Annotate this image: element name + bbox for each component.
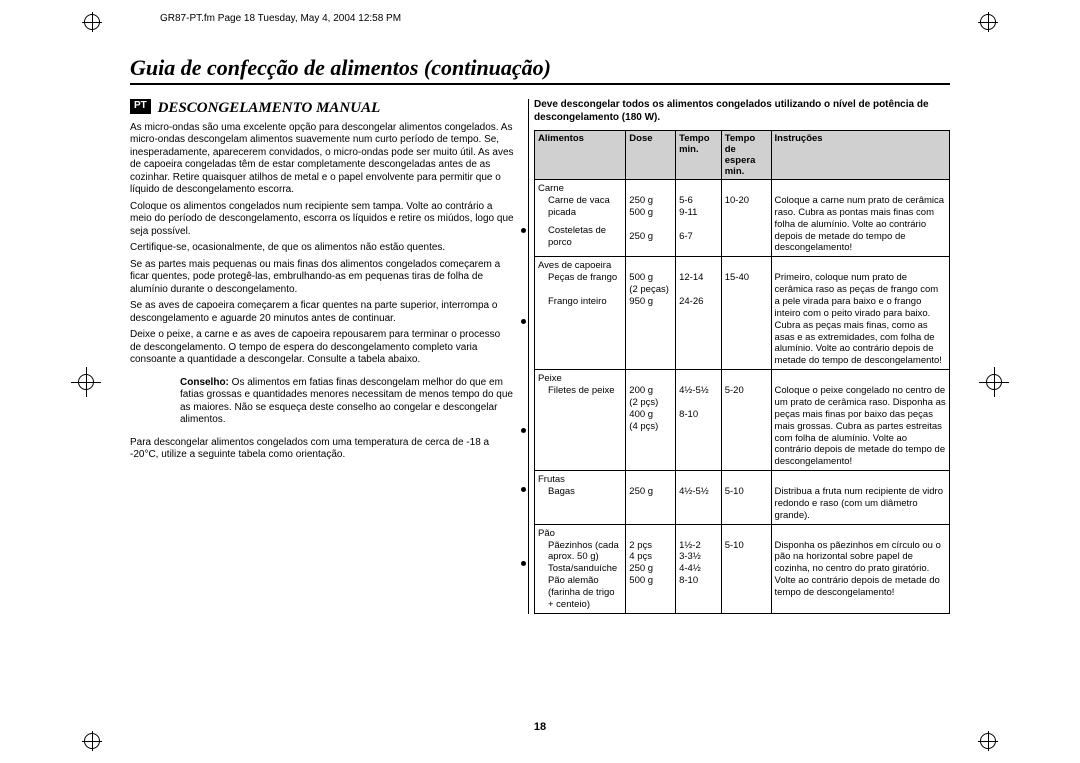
instr-cell: Primeiro, coloque num prato de cerâmica … — [775, 272, 942, 366]
table-row: Peixe Filetes de peixe 200 g (2 pçs) 400… — [535, 370, 950, 471]
th-instr: Instruções — [771, 131, 949, 180]
table-row: Pão Pãezinhos (cada aprox. 50 g) Tosta/s… — [535, 524, 950, 613]
dose-cell: 250 g — [629, 486, 653, 497]
crop-mark-left — [78, 374, 94, 390]
bullet-icon — [521, 319, 526, 324]
crop-mark-br — [976, 729, 1000, 753]
para-7: Para descongelar alimentos congelados co… — [130, 437, 514, 462]
bullet-icon — [521, 487, 526, 492]
wait-cell: 5-10 — [725, 540, 744, 551]
food-item: Filetes de peixe — [538, 385, 622, 397]
wait-cell: 15-40 — [725, 272, 749, 283]
time-cell: 4½-5½ 8-10 — [679, 385, 709, 420]
food-item: Costeletas de porco — [538, 225, 622, 249]
section-heading: DESCONGELAMENTO MANUAL — [158, 100, 381, 116]
food-item: Carne de vaca picada — [538, 195, 622, 219]
cat-label: Frutas — [538, 474, 565, 485]
food-item: Frango inteiro — [538, 296, 622, 308]
tip-label: Conselho: — [180, 377, 229, 388]
lang-badge: PT — [130, 99, 151, 114]
bullet-icon — [521, 561, 526, 566]
cat-label: Aves de capoeira — [538, 260, 611, 271]
crop-mark-tl — [80, 10, 104, 34]
bullet-icon — [521, 228, 526, 233]
tip-block: Conselho: Os alimentos em fatias finas d… — [180, 377, 514, 427]
table-header-row: Alimentos Dose Tempo min. Tempo de esper… — [535, 131, 950, 180]
page-number: 18 — [534, 721, 546, 733]
time-cell: 12-14 — [679, 272, 703, 283]
dose-cell: 2 pçs 4 pçs — [629, 540, 652, 563]
para-5: Se as aves de capoeira começarem a ficar… — [130, 300, 514, 325]
crop-mark-bl — [80, 729, 104, 753]
instr-cell: Distribua a fruta num recipiente de vidr… — [775, 486, 943, 521]
instr-cell: Disponha os pãezinhos em círculo ou o pã… — [775, 540, 941, 599]
dose-cell: 250 g 500 g — [629, 195, 653, 218]
right-intro: Deve descongelar todos os alimentos cong… — [534, 99, 950, 124]
table-row: Frutas Bagas 250 g 4½-5½ 5-10 Distribua … — [535, 471, 950, 525]
para-6: Deixe o peixe, a carne e as aves de capo… — [130, 329, 514, 367]
time-cell: 6-7 — [679, 231, 693, 242]
table-row: Carne Carne de vaca picada Costeletas de… — [535, 180, 950, 257]
para-3: Certifique-se, ocasionalmente, de que os… — [130, 242, 514, 255]
para-1: As micro-ondas são uma excelente opção p… — [130, 122, 514, 197]
instr-cell: Coloque o peixe congelado no centro de u… — [775, 385, 946, 467]
bullet-icon — [521, 428, 526, 433]
crop-mark-right — [986, 374, 1002, 390]
food-item: Tosta/sanduíche — [538, 563, 622, 575]
dose-cell: 200 g (2 pçs) 400 g (4 pçs) — [629, 385, 658, 432]
table-row: Aves de capoeira Peças de frango Frango … — [535, 257, 950, 370]
wait-cell: 5-20 — [725, 385, 744, 396]
wait-cell: 10-20 — [725, 195, 749, 206]
food-item: Pão alemão (farinha de trigo + centeio) — [538, 575, 622, 611]
time-cell: 8-10 — [679, 575, 698, 586]
th-food: Alimentos — [535, 131, 626, 180]
food-item: Peças de frango — [538, 272, 622, 284]
main-title: Guia de confecção de alimentos (continua… — [130, 55, 950, 85]
dose-cell: 250 g — [629, 231, 653, 242]
page-content: Guia de confecção de alimentos (continua… — [130, 55, 950, 733]
column-divider — [528, 99, 529, 614]
defrost-table: Alimentos Dose Tempo min. Tempo de esper… — [534, 130, 950, 614]
food-item: Bagas — [538, 486, 622, 498]
left-column: PT DESCONGELAMENTO MANUAL As micro-ondas… — [130, 99, 514, 614]
th-time: Tempo min. — [676, 131, 722, 180]
para-2: Coloque os alimentos congelados num reci… — [130, 201, 514, 239]
th-dose: Dose — [626, 131, 676, 180]
para-4: Se as partes mais pequenas ou mais finas… — [130, 259, 514, 297]
wait-cell: 5-10 — [725, 486, 744, 497]
time-cell: 24-26 — [679, 296, 703, 307]
food-item: Pãezinhos (cada aprox. 50 g) — [538, 540, 622, 564]
dose-cell: 500 g — [629, 575, 653, 586]
cat-label: Peixe — [538, 373, 562, 384]
dose-cell: 500 g (2 peças) — [629, 272, 669, 295]
time-cell: 4-4½ — [679, 563, 701, 574]
crop-mark-tr — [976, 10, 1000, 34]
dose-cell: 250 g — [629, 563, 653, 574]
th-wait: Tempo de espera min. — [721, 131, 771, 180]
right-column: Deve descongelar todos os alimentos cong… — [534, 99, 950, 614]
instr-cell: Coloque a carne num prato de cerâmica ra… — [775, 195, 945, 254]
header-meta: GR87-PT.fm Page 18 Tuesday, May 4, 2004 … — [160, 13, 401, 24]
cat-label: Pão — [538, 528, 555, 539]
tip-text: Os alimentos em fatias finas descongelam… — [180, 377, 513, 426]
time-cell: 4½-5½ — [679, 486, 709, 497]
time-cell: 1½-2 3-3½ — [679, 540, 701, 563]
time-cell: 5-6 9-11 — [679, 195, 697, 218]
cat-label: Carne — [538, 183, 564, 194]
dose-cell: 950 g — [629, 296, 653, 307]
